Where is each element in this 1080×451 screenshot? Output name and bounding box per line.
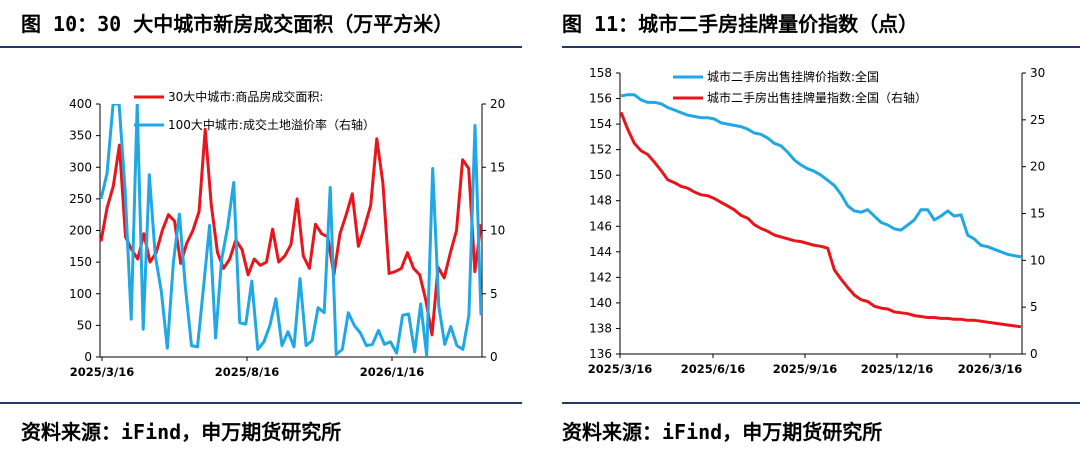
y-left-tick-label: 144 [589, 245, 612, 259]
y-right-tick-label: 10 [490, 224, 505, 238]
y-left-tick-label: 50 [77, 318, 92, 332]
y-right-tick-label: 0 [1030, 347, 1038, 361]
y-left-tick-label: 150 [69, 255, 92, 269]
y-left-tick-label: 138 [589, 321, 612, 335]
series-line-1 [620, 93, 1022, 259]
y-right-tick-label: 25 [1030, 113, 1045, 127]
y-right-tick-label: 20 [490, 97, 505, 111]
y-left-tick-label: 154 [589, 117, 612, 131]
right-figure-panel: 图 11：城市二手房挂牌量价指数（点） 136 138 140 142 144 146 14… [540, 0, 1080, 451]
x-tick-label: 2026/1/16 [360, 365, 424, 379]
y-left-tick-label: 100 [69, 287, 92, 301]
y-right-tick-label: 15 [490, 160, 505, 174]
x-tick-label: 2025/3/16 [70, 365, 134, 379]
series-line-2 [620, 111, 1022, 329]
y-left-tick-label: 200 [69, 224, 92, 238]
series-line-1 [100, 127, 482, 337]
y-right-tick-label: 10 [1030, 253, 1045, 267]
title-rule [562, 46, 1080, 48]
legend-label-1: 30大中城市:商品房成交面积: [168, 89, 323, 104]
x-tick-label: 2025/3/16 [588, 362, 652, 376]
y-left-tick-label: 150 [589, 168, 612, 182]
left-figure-panel: 图 10：30 大中城市新房成交面积（万平方米） 0 50 100 150 200 250… [0, 12, 522, 444]
figure-source: 资料来源：iFind，申万期货研究所 [562, 420, 883, 444]
listing-index-chart: 136 138 140 142 144 146 148 150 152 154 156 158 0 5 10… [588, 66, 1045, 376]
y-left-tick-label: 146 [589, 219, 612, 233]
x-tick-label: 2025/8/16 [215, 365, 279, 379]
series-line-2 [100, 104, 482, 357]
y-left-tick-label: 136 [589, 347, 612, 361]
y-right-tick-label: 15 [1030, 207, 1045, 221]
y-right-tick-label: 20 [1030, 160, 1045, 174]
y-left-tick-label: 400 [69, 97, 92, 111]
y-left-tick-label: 152 [589, 143, 612, 157]
y-left-tick-label: 250 [69, 192, 92, 206]
figure-title: 图 10：30 大中城市新房成交面积（万平方米） [21, 12, 454, 36]
x-tick-label: 2025/12/16 [861, 362, 933, 376]
x-tick-label: 2025/9/16 [773, 362, 837, 376]
y-right-tick-label: 30 [1030, 66, 1045, 80]
y-left-tick-label: 300 [69, 160, 92, 174]
legend-label-2: 城市二手房出售挂牌量指数:全国（右轴） [707, 90, 927, 105]
y-right-tick-label: 0 [490, 350, 498, 364]
y-left-tick-label: 158 [589, 66, 612, 80]
y-left-tick-label: 350 [69, 129, 92, 143]
figure-title: 图 11：城市二手房挂牌量价指数（点） [562, 12, 919, 36]
x-tick-label: 2026/3/16 [958, 362, 1022, 376]
y-right-tick-label: 5 [1030, 300, 1038, 314]
source-rule [0, 402, 522, 404]
legend-label-1: 城市二手房出售挂牌价指数:全国 [707, 69, 879, 84]
land-premium-chart: 0 50 100 150 200 250 300 350 400 0 5 10 15 20 2025/3/1… [69, 89, 505, 379]
title-rule [0, 46, 522, 48]
x-tick-label: 2025/6/16 [681, 362, 745, 376]
y-left-tick-label: 142 [589, 270, 612, 284]
legend-label-2: 100大中城市:成交土地溢价率（右轴） [168, 117, 375, 132]
y-left-tick-label: 0 [84, 350, 92, 364]
y-left-tick-label: 148 [589, 194, 612, 208]
figure-source: 资料来源：iFind，申万期货研究所 [21, 420, 342, 444]
source-rule [562, 402, 1080, 404]
y-right-tick-label: 5 [490, 287, 498, 301]
y-left-tick-label: 156 [589, 92, 612, 106]
y-left-tick-label: 140 [589, 296, 612, 310]
